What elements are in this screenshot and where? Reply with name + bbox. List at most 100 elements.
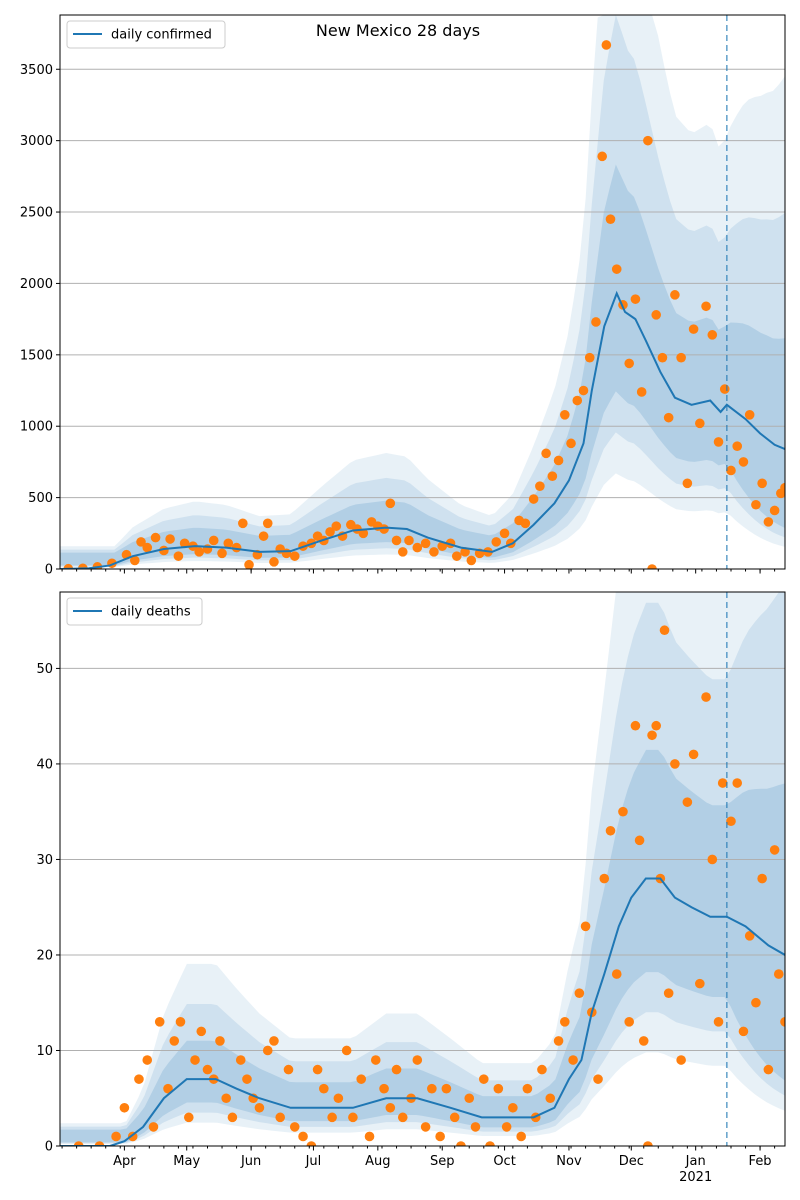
- confirmed-observed-point: [331, 521, 342, 531]
- deaths-observed-point: [169, 1036, 180, 1046]
- confirmed-observed-point: [142, 542, 153, 553]
- confirmed-observed-point: [194, 547, 204, 557]
- confirmed-observed-point: [244, 559, 254, 569]
- confirmed-observed-point: [238, 518, 248, 529]
- deaths-observed-point: [327, 1112, 337, 1123]
- confirmed-x-axis: [61, 569, 776, 574]
- deaths-band-1: [60, 592, 785, 1145]
- confirmed-observed-point: [499, 528, 510, 539]
- deaths-observed-point: [568, 1055, 578, 1065]
- deaths-observed-point: [701, 692, 711, 702]
- deaths-observed-point: [464, 1093, 475, 1104]
- confirmed-observed-point: [701, 301, 711, 312]
- deaths-observed-point: [501, 1122, 512, 1132]
- confirmed-observed-point: [647, 564, 657, 569]
- x-tick-year-label: 2021: [679, 1170, 712, 1185]
- confirmed-axes-frame: [59, 14, 786, 570]
- deaths-observed-point: [780, 1017, 785, 1027]
- deaths-observed-point: [73, 1141, 84, 1146]
- deaths-observed-point: [190, 1055, 200, 1065]
- confirmed-y-tick-label: 2000: [20, 277, 53, 292]
- confirmed-marks: [60, 15, 785, 569]
- confirmed-observed-point: [535, 481, 545, 491]
- confirmed-observed-point: [584, 352, 595, 363]
- confirmed-observed-point: [179, 538, 190, 549]
- confirmed-observed-point: [657, 352, 668, 363]
- deaths-observed-point: [593, 1074, 603, 1084]
- deaths-observed-point: [254, 1102, 265, 1113]
- deaths-observed-point: [773, 969, 784, 979]
- deaths-observed-point: [312, 1064, 323, 1075]
- deaths-observed-point: [215, 1036, 225, 1046]
- confirmed-observed-point: [404, 535, 414, 546]
- confirmed-observed-point: [63, 563, 74, 569]
- confirmed-observed-point: [682, 478, 693, 489]
- confirmed-observed-point: [591, 317, 601, 327]
- deaths-observed-point: [298, 1131, 308, 1142]
- deaths-observed-point: [333, 1093, 344, 1104]
- confirmed-observed-point: [173, 551, 184, 561]
- deaths-observed-point: [154, 1017, 165, 1027]
- confirmed-observed-point: [420, 538, 431, 549]
- x-tick-label-dec: Dec: [619, 1154, 644, 1169]
- deaths-observed-point: [485, 1141, 495, 1146]
- confirmed-observed-point: [258, 531, 269, 541]
- confirmed-observed-point: [713, 437, 724, 447]
- x-tick-label-aug: Aug: [365, 1154, 390, 1169]
- deaths-observed-point: [647, 730, 657, 741]
- deaths-observed-point: [134, 1074, 144, 1084]
- deaths-observed-point: [348, 1112, 358, 1123]
- deaths-observed-point: [283, 1064, 294, 1075]
- confirmed-observed-point: [136, 537, 146, 547]
- confirmed-observed-point: [208, 535, 219, 546]
- deaths-observed-point: [412, 1055, 423, 1065]
- deaths-median-line: [60, 877, 785, 1146]
- deaths-observed-point: [202, 1064, 213, 1075]
- confirmed-y-tick-label: 1000: [20, 420, 53, 435]
- confirmed-observed-point: [520, 518, 531, 529]
- deaths-observed-point: [537, 1064, 547, 1075]
- confirmed-legend-box: [66, 20, 226, 49]
- deaths-observed-point: [545, 1093, 556, 1104]
- confirmed-observed-point: [385, 498, 396, 509]
- deaths-observed-point: [183, 1112, 194, 1123]
- x-tick-label-jun: Jun: [240, 1154, 261, 1169]
- deaths-observed-point: [522, 1083, 533, 1094]
- deaths-observed-point: [111, 1131, 121, 1142]
- confirmed-observed-point: [547, 471, 558, 481]
- deaths-observed-point: [717, 778, 728, 788]
- deaths-observed-point: [713, 1017, 724, 1027]
- deaths-observed-point: [227, 1112, 238, 1123]
- deaths-panel: 0 10 20 30 40 50 Apr May Jun Jul Aug Sep Oct Nov Dec J…: [36, 591, 786, 1185]
- deaths-observed-point: [456, 1141, 466, 1146]
- deaths-observed-point: [618, 806, 628, 817]
- confirmed-observed-point: [429, 547, 439, 557]
- deaths-observed-point: [624, 1017, 634, 1027]
- confirmed-observed-point: [437, 541, 448, 551]
- deaths-observed-point: [262, 1045, 273, 1056]
- deaths-band-3: [60, 749, 785, 1143]
- deaths-observed-point: [470, 1122, 481, 1132]
- x-tick-label-feb: Feb: [749, 1154, 772, 1169]
- deaths-observed-point: [751, 997, 761, 1008]
- confirmed-observed-point: [553, 455, 564, 466]
- confirmed-observed-point: [578, 385, 589, 396]
- deaths-observed-point: [611, 969, 622, 979]
- deaths-observed-point: [196, 1026, 207, 1037]
- confirmed-y-tick-label: 3000: [20, 134, 53, 149]
- deaths-observed-point: [441, 1083, 452, 1094]
- deaths-observed-point: [574, 988, 585, 998]
- confirmed-observed-point: [757, 478, 767, 489]
- confirmed-observed-point: [165, 534, 175, 544]
- confirmed-observed-point: [466, 555, 477, 566]
- confirmed-observed-point: [601, 40, 612, 50]
- deaths-observed-point: [385, 1102, 396, 1113]
- deaths-observed-point: [553, 1036, 564, 1046]
- confirmed-observed-point: [223, 538, 234, 549]
- confirmed-observed-point: [397, 547, 408, 557]
- deaths-y-tick-label: 30: [36, 853, 53, 868]
- deaths-marks: [60, 592, 785, 1146]
- confirmed-observed-point: [630, 294, 641, 304]
- deaths-y-tick-label: 40: [36, 757, 53, 772]
- confirmed-median-line: [60, 290, 785, 569]
